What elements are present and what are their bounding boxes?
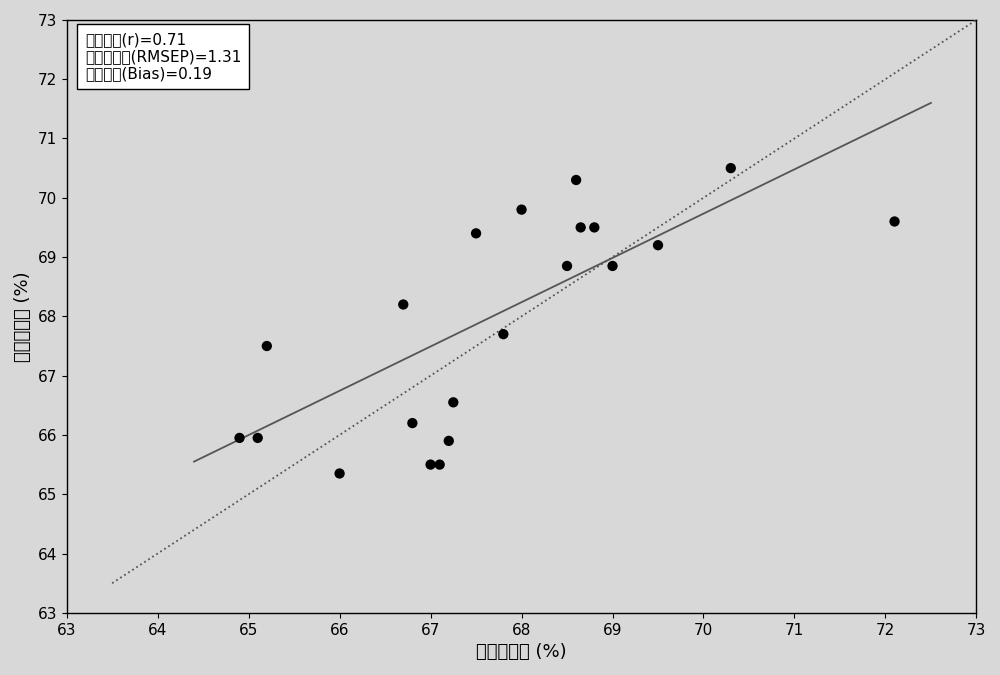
X-axis label: 水分真实値 (%): 水分真实値 (%) <box>476 643 567 661</box>
Point <box>250 433 266 443</box>
Point <box>887 216 903 227</box>
Point <box>395 299 411 310</box>
Point <box>423 459 439 470</box>
Point <box>232 433 248 443</box>
Point <box>559 261 575 271</box>
Point <box>605 261 621 271</box>
Point <box>586 222 602 233</box>
Point <box>723 163 739 173</box>
Point <box>650 240 666 250</box>
Point <box>495 329 511 340</box>
Point <box>332 468 348 479</box>
Text: 相关系数(r)=0.71
预测均方差(RMSEP)=1.31
预测偏差(Bias)=0.19: 相关系数(r)=0.71 预测均方差(RMSEP)=1.31 预测偏差(Bias… <box>85 32 241 82</box>
Point <box>441 435 457 446</box>
Point <box>568 175 584 186</box>
Point <box>404 418 420 429</box>
Point <box>259 341 275 352</box>
Point <box>573 222 589 233</box>
Point <box>445 397 461 408</box>
Y-axis label: 水分预测値 (%): 水分预测値 (%) <box>14 271 32 362</box>
Point <box>468 228 484 239</box>
Point <box>514 205 530 215</box>
Point <box>432 459 448 470</box>
